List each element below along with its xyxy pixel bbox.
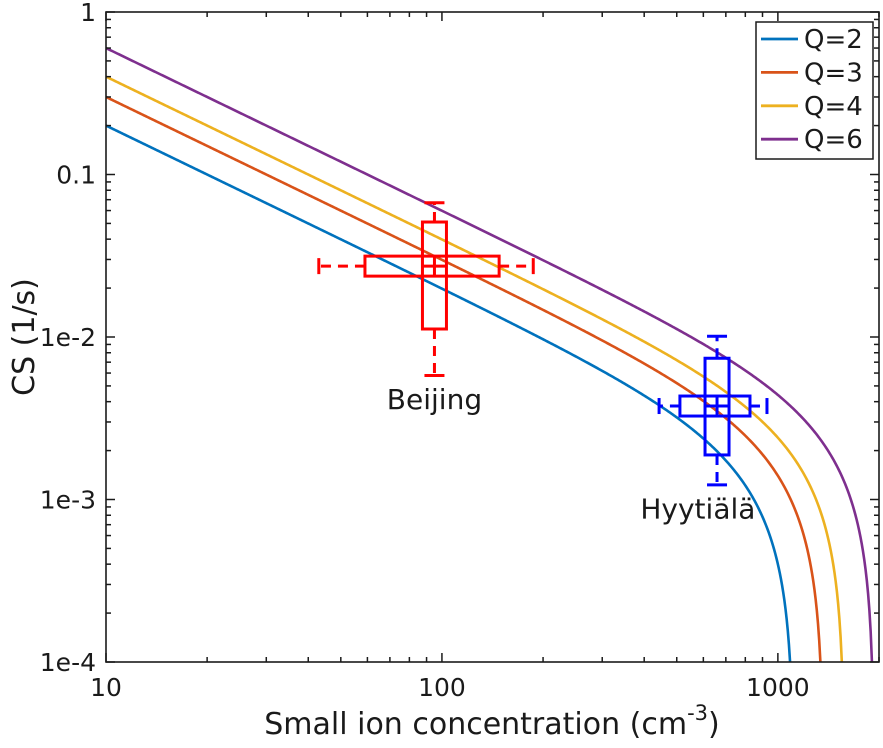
- legend-entry-label: Q=2: [804, 25, 863, 55]
- curve-q2: [105, 124, 792, 663]
- y-axis-label: CS (1/s): [7, 278, 42, 396]
- y-tick-label: 0.1: [56, 161, 96, 190]
- y-tick-label: 1e-4: [40, 648, 96, 677]
- x-axis-label-main: Small ion concentration (cm: [264, 707, 687, 742]
- y-tick-label: 1e-3: [40, 486, 96, 515]
- curve-q3: [105, 95, 822, 663]
- x-axis-label: Small ion concentration (cm-3): [264, 701, 720, 742]
- y-tick-label: 1: [80, 0, 96, 27]
- curve-q6: [105, 46, 874, 663]
- legend: Q=2Q=3 Q=4Q=6: [755, 21, 874, 160]
- x-tick-label: 100: [418, 673, 466, 702]
- hyytiala-label: Hyytiälä: [640, 493, 755, 526]
- tick-labels: 10 100 1000 1 0.1 1e-2 1e-3 1e-4: [40, 0, 810, 702]
- y-tick-label: 1e-2: [40, 323, 96, 352]
- legend-entry-label: Q=6: [804, 125, 863, 155]
- legend-box: [755, 21, 874, 160]
- x-axis-label-superscript: -3: [687, 701, 708, 725]
- axis-ticks: [105, 11, 880, 663]
- boxplots: [317, 201, 769, 487]
- legend-entry-label: Q=3: [804, 58, 863, 88]
- beijing-label: Beijing: [387, 383, 482, 416]
- boxplot-beijing: [317, 201, 535, 377]
- x-axis-label-close: ): [708, 707, 720, 742]
- x-tick-label: 10: [90, 673, 122, 702]
- legend-entry-label: Q=4: [804, 92, 863, 122]
- curve-q4: [105, 75, 844, 663]
- boxplot-hyytiala: [657, 334, 769, 487]
- x-tick-label: 1000: [746, 673, 810, 702]
